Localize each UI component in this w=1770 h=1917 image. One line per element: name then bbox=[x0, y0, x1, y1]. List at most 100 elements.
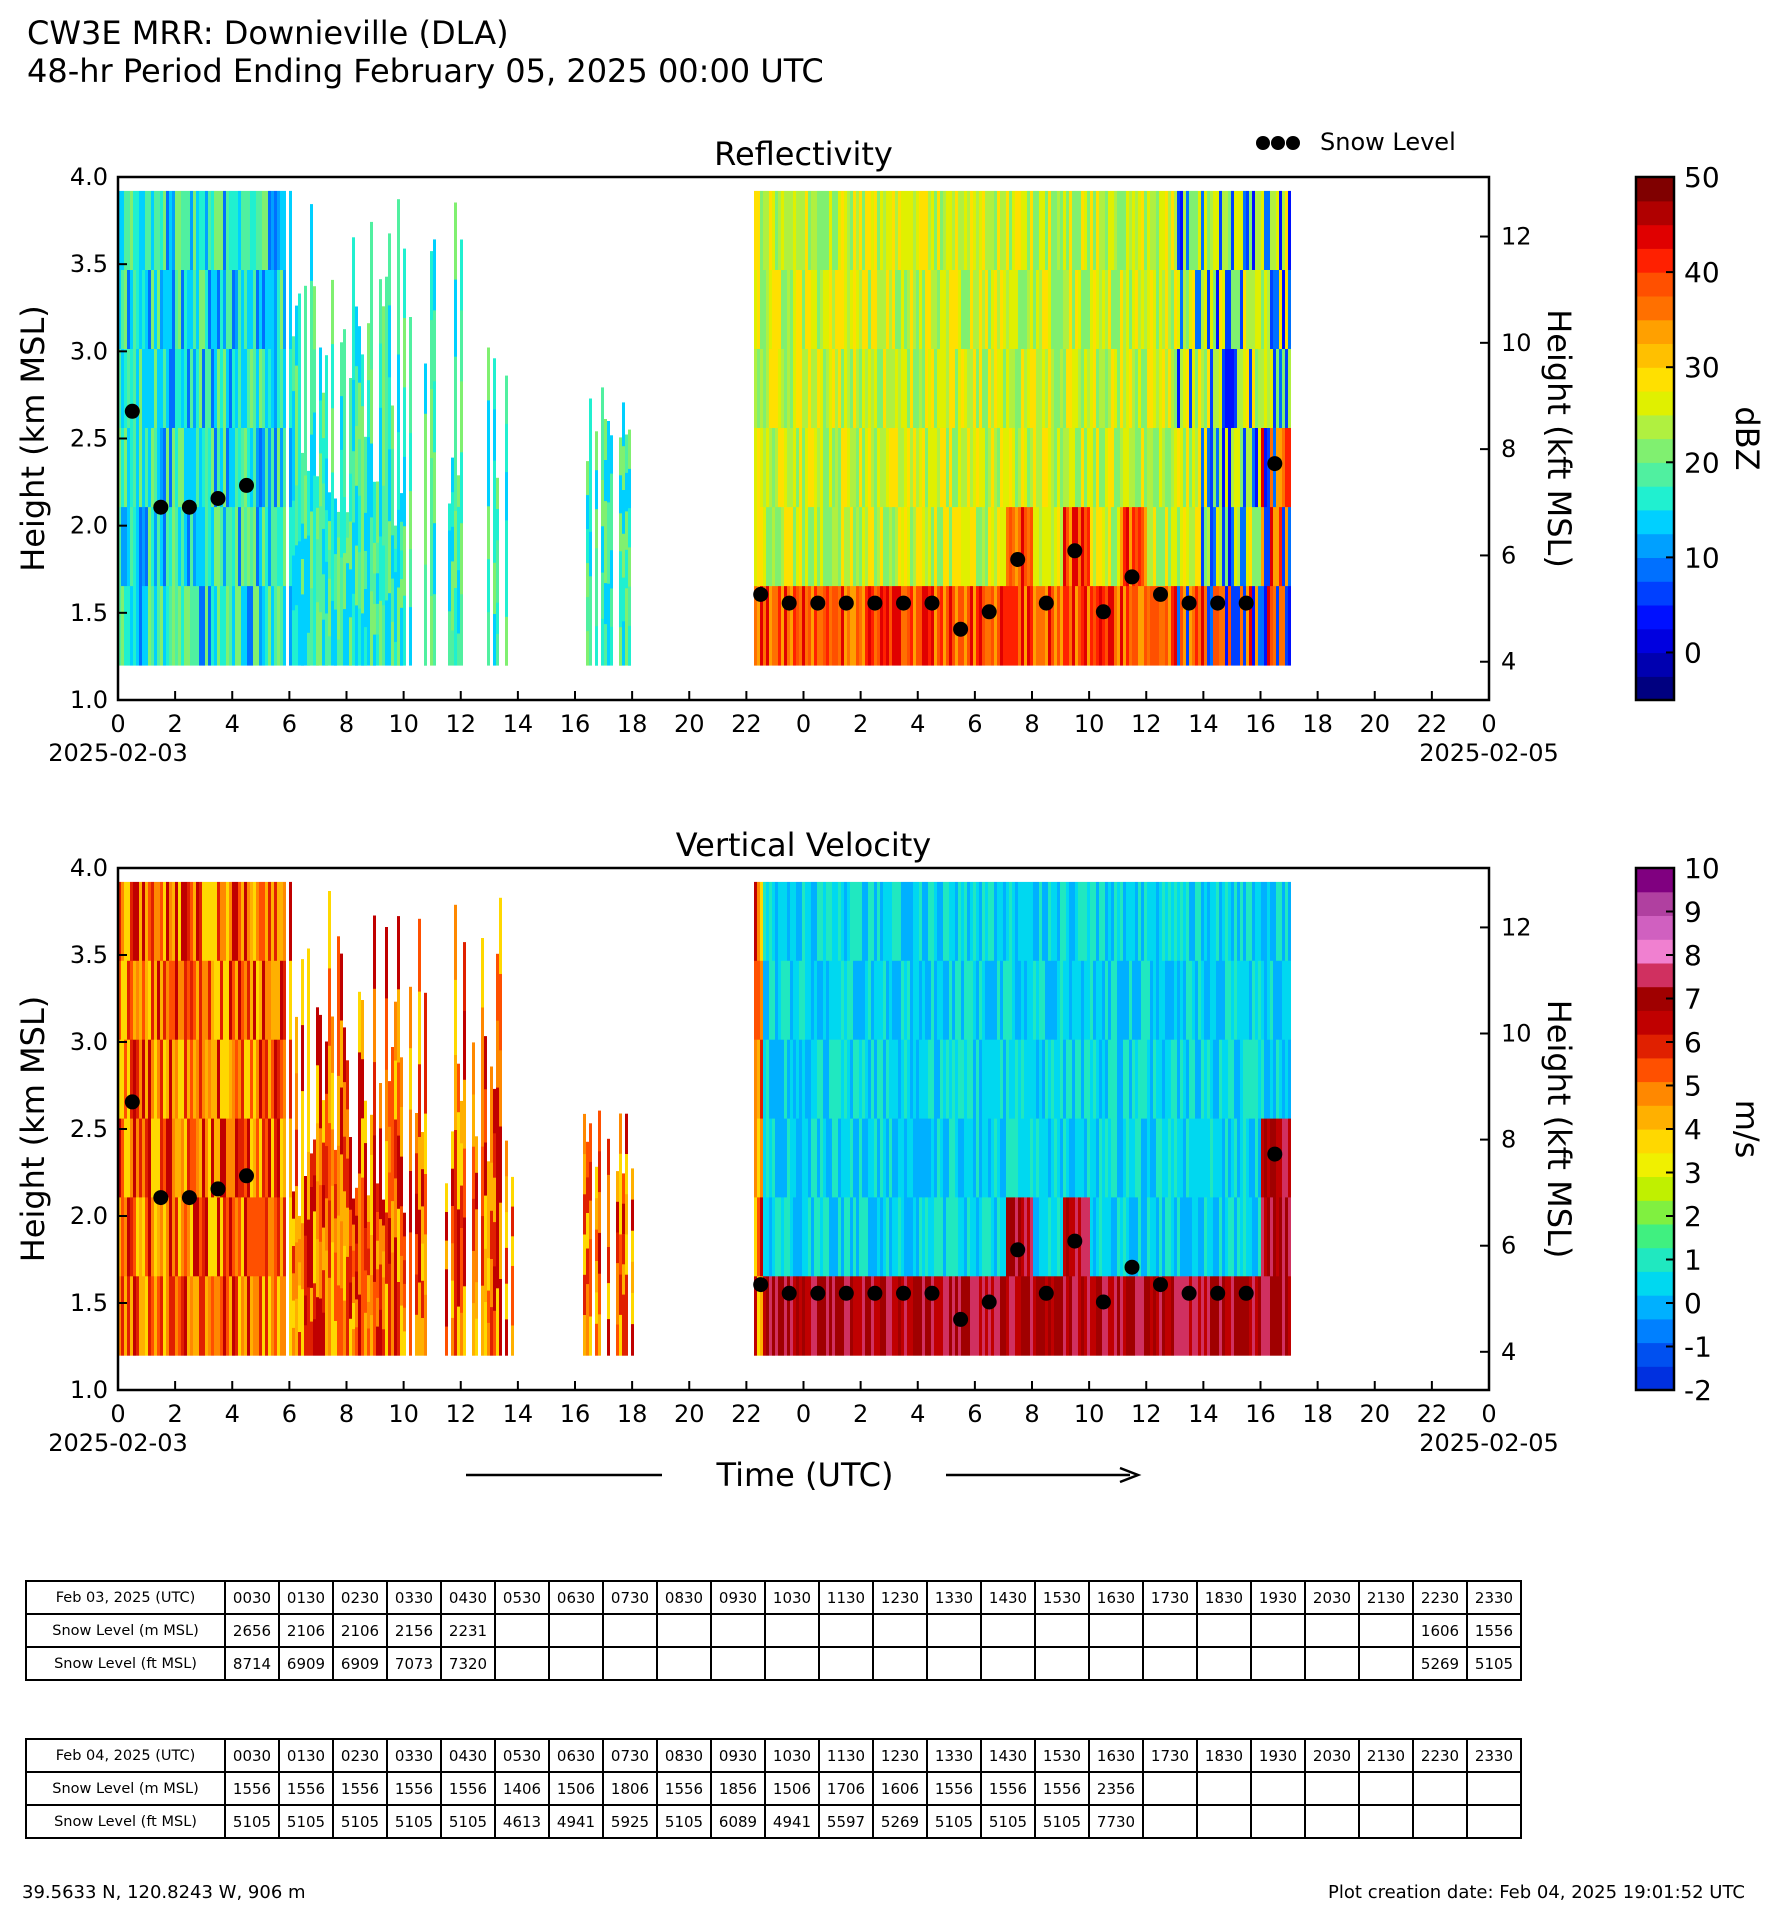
table-cell bbox=[980, 1646, 1036, 1681]
table-cell bbox=[1142, 1646, 1198, 1681]
table-cell: 0330 bbox=[386, 1738, 442, 1773]
table-cell bbox=[1250, 1804, 1306, 1839]
colorbar-tick-label: -2 bbox=[1684, 1374, 1712, 1407]
y2-tick-label: 10 bbox=[1501, 1020, 1532, 1048]
table-cell: 0230 bbox=[332, 1580, 388, 1615]
table-cell bbox=[1034, 1613, 1090, 1648]
table-cell: 2230 bbox=[1412, 1738, 1468, 1773]
table-cell bbox=[926, 1646, 982, 1681]
table-cell: 1930 bbox=[1250, 1738, 1306, 1773]
table-cell: 1556 bbox=[332, 1771, 388, 1806]
table-cell bbox=[1088, 1646, 1144, 1681]
table-cell: 7730 bbox=[1088, 1804, 1144, 1839]
snow-level-point bbox=[924, 1285, 940, 1301]
snow-level-point bbox=[867, 1285, 883, 1301]
x-tick-label: 14 bbox=[1188, 710, 1219, 738]
table-cell: 5597 bbox=[818, 1804, 874, 1839]
snow-level-point bbox=[181, 1190, 197, 1206]
table-cell: 5105 bbox=[926, 1804, 982, 1839]
y2-tick-label: 4 bbox=[1501, 648, 1516, 676]
y2-tick-label: 12 bbox=[1501, 913, 1532, 941]
snow-level-point bbox=[1238, 1285, 1254, 1301]
table-cell bbox=[548, 1613, 604, 1648]
table-cell: 0630 bbox=[548, 1580, 604, 1615]
table-cell: 1730 bbox=[1142, 1580, 1198, 1615]
snow-level-point bbox=[838, 595, 854, 611]
x-tick-label: 18 bbox=[617, 1400, 648, 1428]
colorbar-tick-label: -1 bbox=[1684, 1331, 1712, 1364]
table-cell bbox=[818, 1613, 874, 1648]
table-cell: 1430 bbox=[980, 1738, 1036, 1773]
table-cell: 0830 bbox=[656, 1738, 712, 1773]
x-tick-label: 22 bbox=[1417, 1400, 1448, 1428]
table-cell: 0830 bbox=[656, 1580, 712, 1615]
x-tick-label: 2 bbox=[853, 1400, 868, 1428]
table-row-m: Snow Level (m MSL) 2656 2106 2106 2156 2231 16… bbox=[25, 1613, 1522, 1648]
y-tick-label: 3.5 bbox=[70, 250, 108, 278]
y-axis-label: Height (km MSL) bbox=[14, 305, 52, 572]
x-tick-label: 2 bbox=[167, 710, 182, 738]
table-cell bbox=[1358, 1646, 1414, 1681]
table-cell: 1556 bbox=[386, 1771, 442, 1806]
x-tick-label: 20 bbox=[1359, 710, 1390, 738]
snow-level-point bbox=[981, 604, 997, 620]
snow-level-point bbox=[1210, 595, 1226, 611]
table-cell: 6089 bbox=[710, 1804, 766, 1839]
y-tick-label: 2.5 bbox=[70, 425, 108, 453]
table-cell: 0330 bbox=[386, 1580, 442, 1615]
table-cell: 2030 bbox=[1304, 1580, 1360, 1615]
x-tick-label: 22 bbox=[1417, 710, 1448, 738]
colorbar-tick-label: 4 bbox=[1684, 1113, 1702, 1146]
snow-level-point bbox=[753, 1277, 769, 1293]
snow-level-point bbox=[1181, 595, 1197, 611]
legend-marker bbox=[1286, 136, 1300, 150]
snow-level-point bbox=[1067, 1233, 1083, 1249]
table-cell bbox=[656, 1613, 712, 1648]
table-cell: 1230 bbox=[872, 1738, 928, 1773]
table-cell: 1556 bbox=[278, 1771, 334, 1806]
table-cell bbox=[1304, 1613, 1360, 1648]
x-tick-label: 6 bbox=[967, 1400, 982, 1428]
table-cell: 5105 bbox=[278, 1804, 334, 1839]
table-cell: 1330 bbox=[926, 1580, 982, 1615]
y-tick-label: 3.0 bbox=[70, 337, 108, 365]
station-location: 39.5633 N, 120.8243 W, 906 m bbox=[22, 1882, 306, 1903]
table-cell bbox=[1196, 1646, 1252, 1681]
table-header-row: Feb 04, 2025 (UTC) 0030 0130 0230 0330 0430 05… bbox=[25, 1738, 1522, 1773]
snow-level-point bbox=[1010, 552, 1026, 567]
x-tick-label: 4 bbox=[910, 710, 925, 738]
snow-level-point bbox=[810, 1285, 826, 1301]
table-cell: 1856 bbox=[710, 1771, 766, 1806]
table-cell: 1330 bbox=[926, 1738, 982, 1773]
x-tick-label: 16 bbox=[560, 710, 591, 738]
table-cell: 0430 bbox=[440, 1738, 496, 1773]
snow-level-point bbox=[981, 1294, 997, 1310]
snow-level-point bbox=[1267, 456, 1283, 472]
table-cell: 0230 bbox=[332, 1738, 388, 1773]
colorbar-tick-label: 8 bbox=[1684, 939, 1702, 972]
snow-level-point bbox=[953, 621, 969, 637]
snow-level-point bbox=[896, 1285, 911, 1301]
snow-level-point bbox=[1124, 1259, 1140, 1275]
x-tick-label: 6 bbox=[282, 1400, 297, 1428]
table-cell bbox=[1196, 1771, 1252, 1806]
snow-level-point bbox=[239, 1168, 254, 1184]
table-cell: 0730 bbox=[602, 1738, 658, 1773]
table-cell bbox=[980, 1613, 1036, 1648]
x-tick-label: 0 bbox=[110, 1400, 125, 1428]
table-cell: 1556 bbox=[1034, 1771, 1090, 1806]
table-cell: 2130 bbox=[1358, 1738, 1414, 1773]
table-cell bbox=[1358, 1613, 1414, 1648]
table-cell bbox=[1142, 1804, 1198, 1839]
y-tick-label: 3.0 bbox=[70, 1028, 108, 1056]
colorbar-tick-label: 10 bbox=[1684, 541, 1720, 574]
table-cell: 1030 bbox=[764, 1738, 820, 1773]
table-cell: 1556 bbox=[926, 1771, 982, 1806]
y2-tick-label: 6 bbox=[1501, 1232, 1516, 1260]
y-tick-label: 2.0 bbox=[70, 512, 108, 540]
table-cell: 5105 bbox=[656, 1804, 712, 1839]
table-cell: 2156 bbox=[386, 1613, 442, 1648]
table-cell: 5105 bbox=[224, 1804, 280, 1839]
snow-level-point bbox=[1038, 1285, 1054, 1301]
